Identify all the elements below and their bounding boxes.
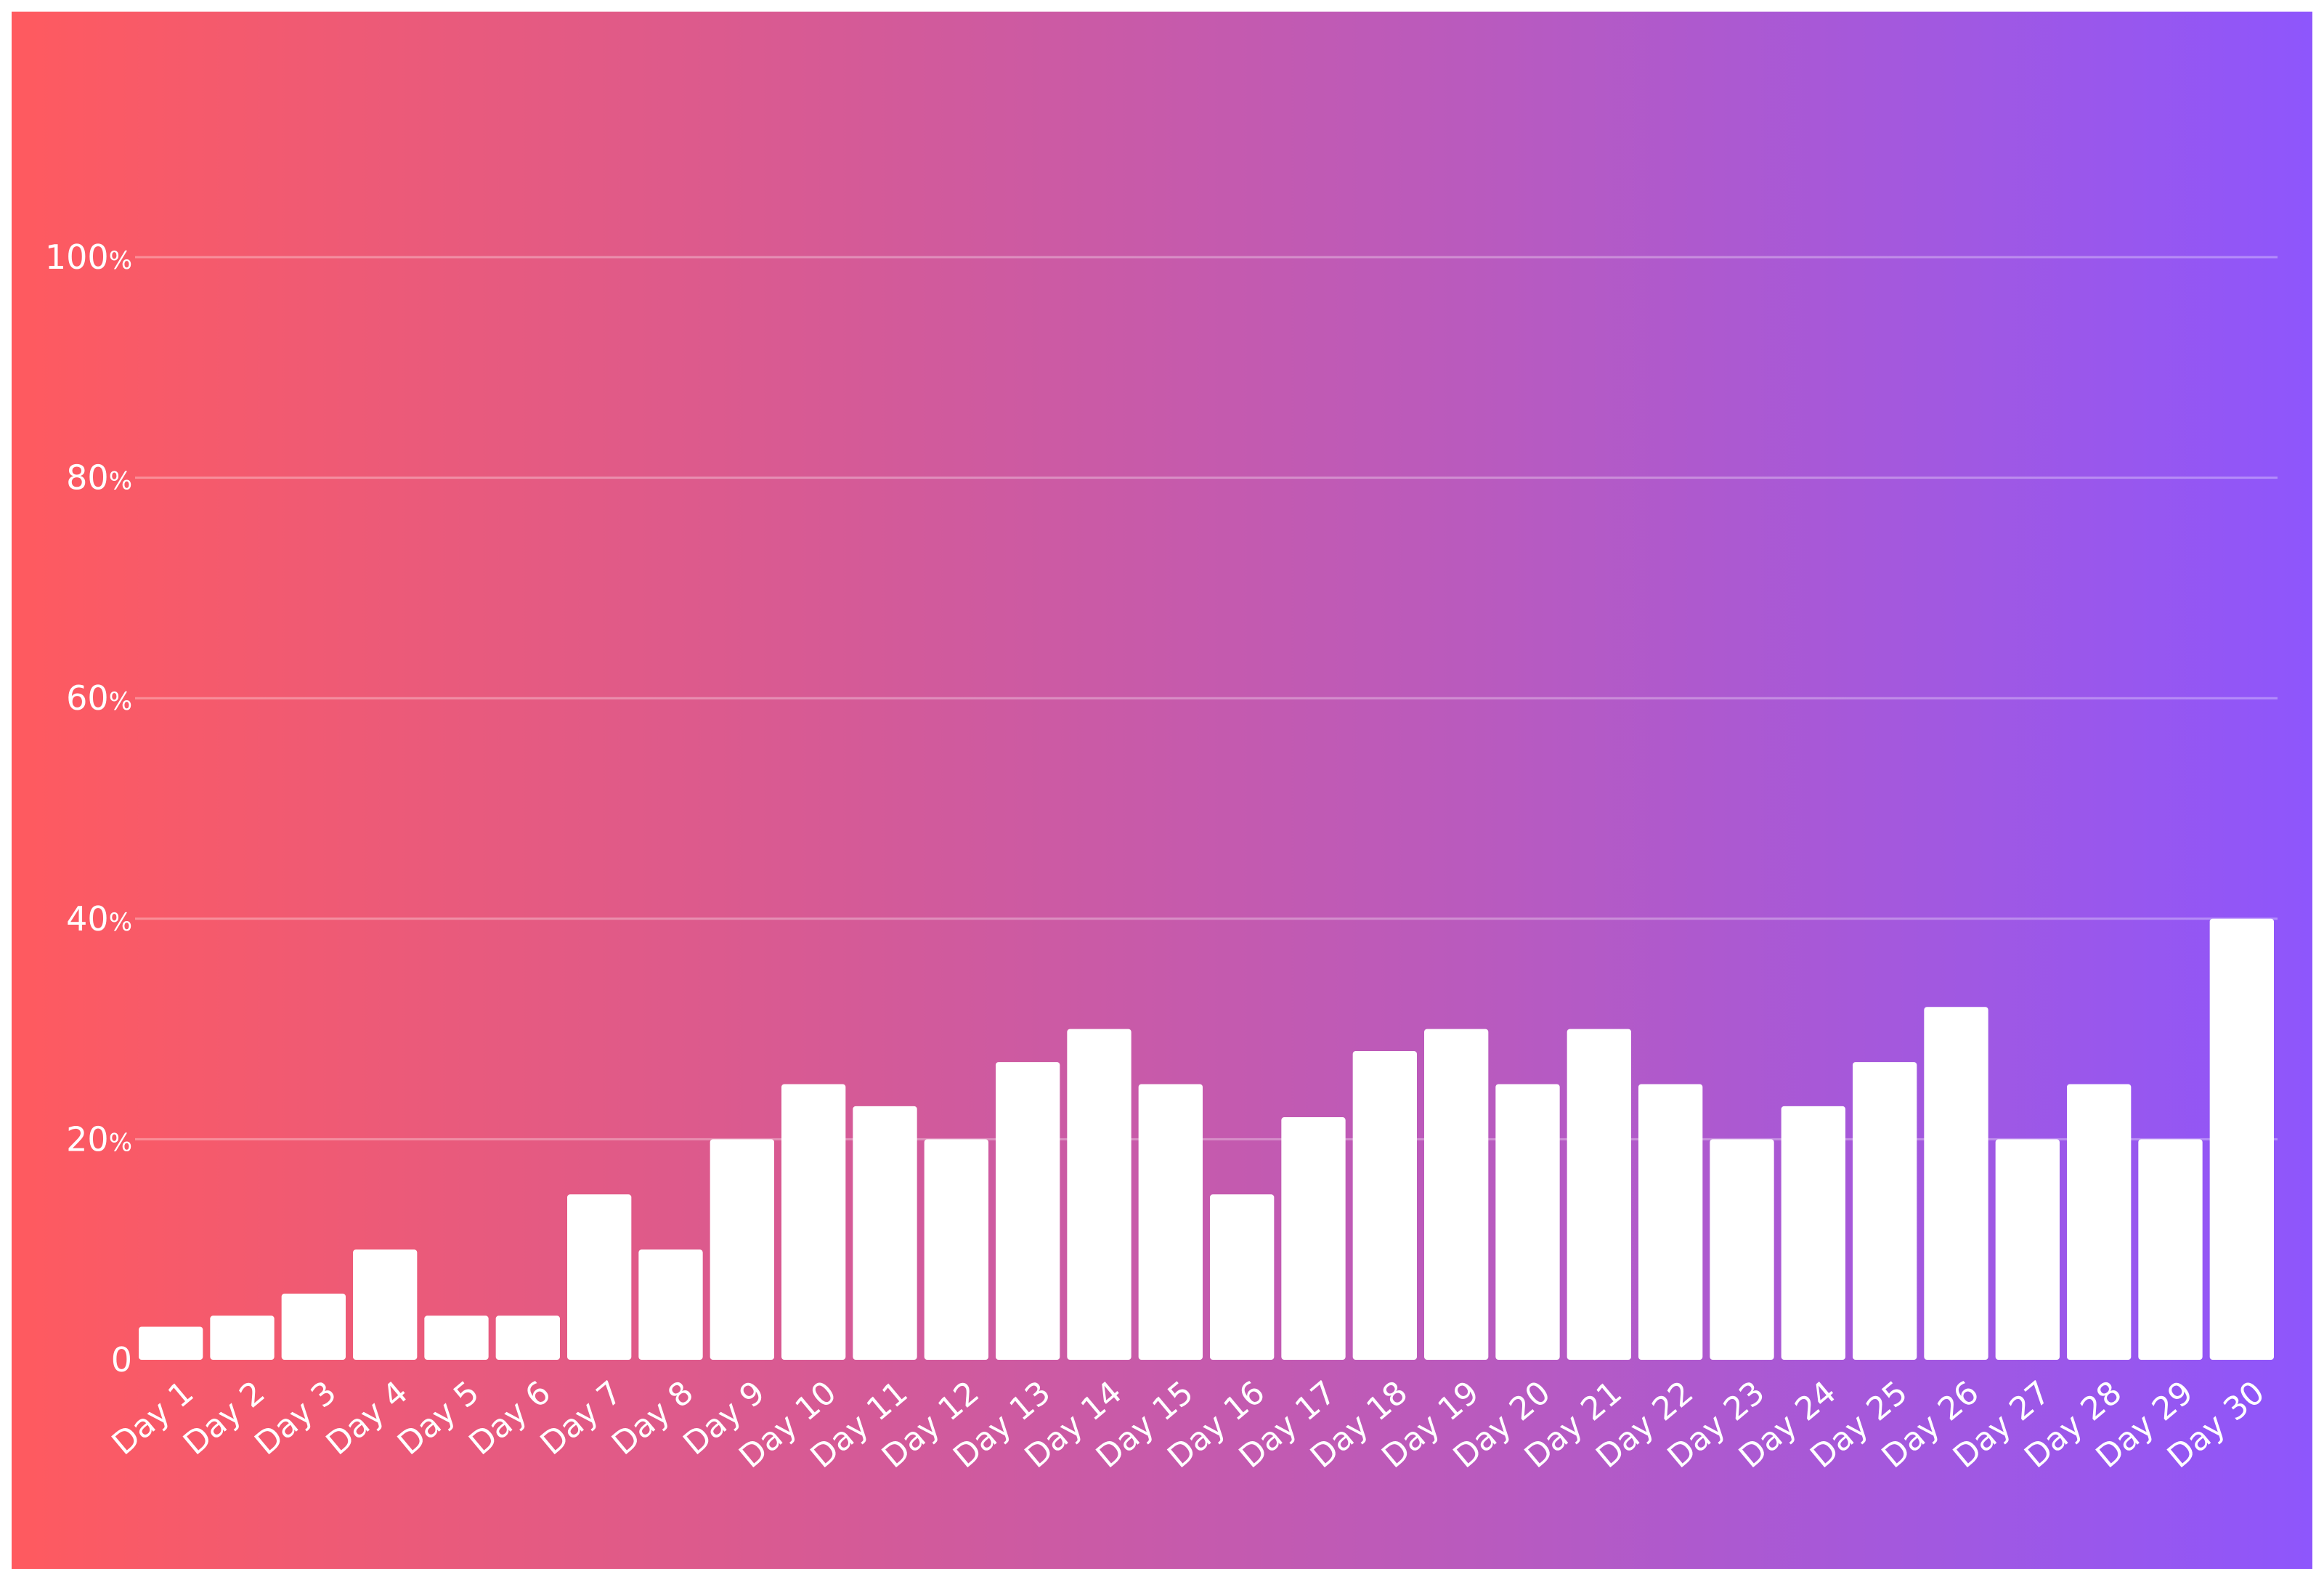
y-tick-label: 100% bbox=[45, 238, 132, 277]
bar-day-4 bbox=[353, 1249, 418, 1360]
bar-day-16 bbox=[1210, 1194, 1275, 1360]
bar-day-2 bbox=[210, 1315, 275, 1360]
bar-day-29 bbox=[2138, 1139, 2203, 1360]
bar-day-26 bbox=[1924, 1007, 1988, 1360]
bar-day-5 bbox=[424, 1315, 489, 1360]
bar-day-17 bbox=[1281, 1117, 1346, 1360]
x-tick-label: Day 4 bbox=[320, 1374, 415, 1462]
bar-day-3 bbox=[281, 1293, 346, 1360]
y-axis-ticks: 0 20% 40% 60% 80% 100% bbox=[45, 238, 132, 1379]
bar-day-21 bbox=[1567, 1029, 1631, 1360]
y-tick-label: 0 bbox=[111, 1340, 132, 1379]
x-tick-label: Day 2 bbox=[176, 1374, 272, 1462]
bar-day-20 bbox=[1495, 1084, 1560, 1360]
y-tick-label: 60% bbox=[66, 678, 132, 718]
y-tick-label: 20% bbox=[66, 1119, 132, 1159]
bar-day-19 bbox=[1424, 1029, 1489, 1360]
bar-day-23 bbox=[1710, 1139, 1774, 1360]
bar-day-1 bbox=[139, 1326, 203, 1360]
y-tick-label: 80% bbox=[66, 458, 132, 498]
bar-day-8 bbox=[638, 1249, 703, 1360]
bar-day-7 bbox=[567, 1194, 632, 1360]
bar-day-12 bbox=[924, 1139, 988, 1360]
bar-day-15 bbox=[1138, 1084, 1203, 1360]
bar-day-10 bbox=[781, 1084, 846, 1360]
bar-day-30 bbox=[2209, 918, 2274, 1360]
bar-day-13 bbox=[996, 1062, 1060, 1360]
x-tick-label: Day 1 bbox=[105, 1374, 201, 1462]
bar-day-11 bbox=[853, 1106, 917, 1360]
x-tick-label: Day 6 bbox=[462, 1374, 558, 1462]
bar-day-25 bbox=[1853, 1062, 1917, 1360]
x-tick-label: Day 3 bbox=[248, 1374, 344, 1462]
x-tick-label: Day 5 bbox=[391, 1374, 487, 1462]
bars bbox=[139, 918, 2274, 1360]
bar-day-9 bbox=[710, 1139, 774, 1360]
bar-day-28 bbox=[2067, 1084, 2132, 1360]
x-tick-label: Day 8 bbox=[605, 1374, 701, 1462]
gridlines bbox=[135, 256, 2278, 1140]
bar-day-14 bbox=[1067, 1029, 1131, 1360]
bar-day-24 bbox=[1781, 1106, 1845, 1360]
bar-day-27 bbox=[1995, 1139, 2060, 1360]
bar-day-18 bbox=[1352, 1050, 1417, 1360]
y-tick-label: 40% bbox=[66, 899, 132, 938]
bar-day-22 bbox=[1638, 1084, 1703, 1360]
bar-day-6 bbox=[495, 1315, 560, 1360]
x-tick-label: Day 7 bbox=[534, 1374, 630, 1462]
